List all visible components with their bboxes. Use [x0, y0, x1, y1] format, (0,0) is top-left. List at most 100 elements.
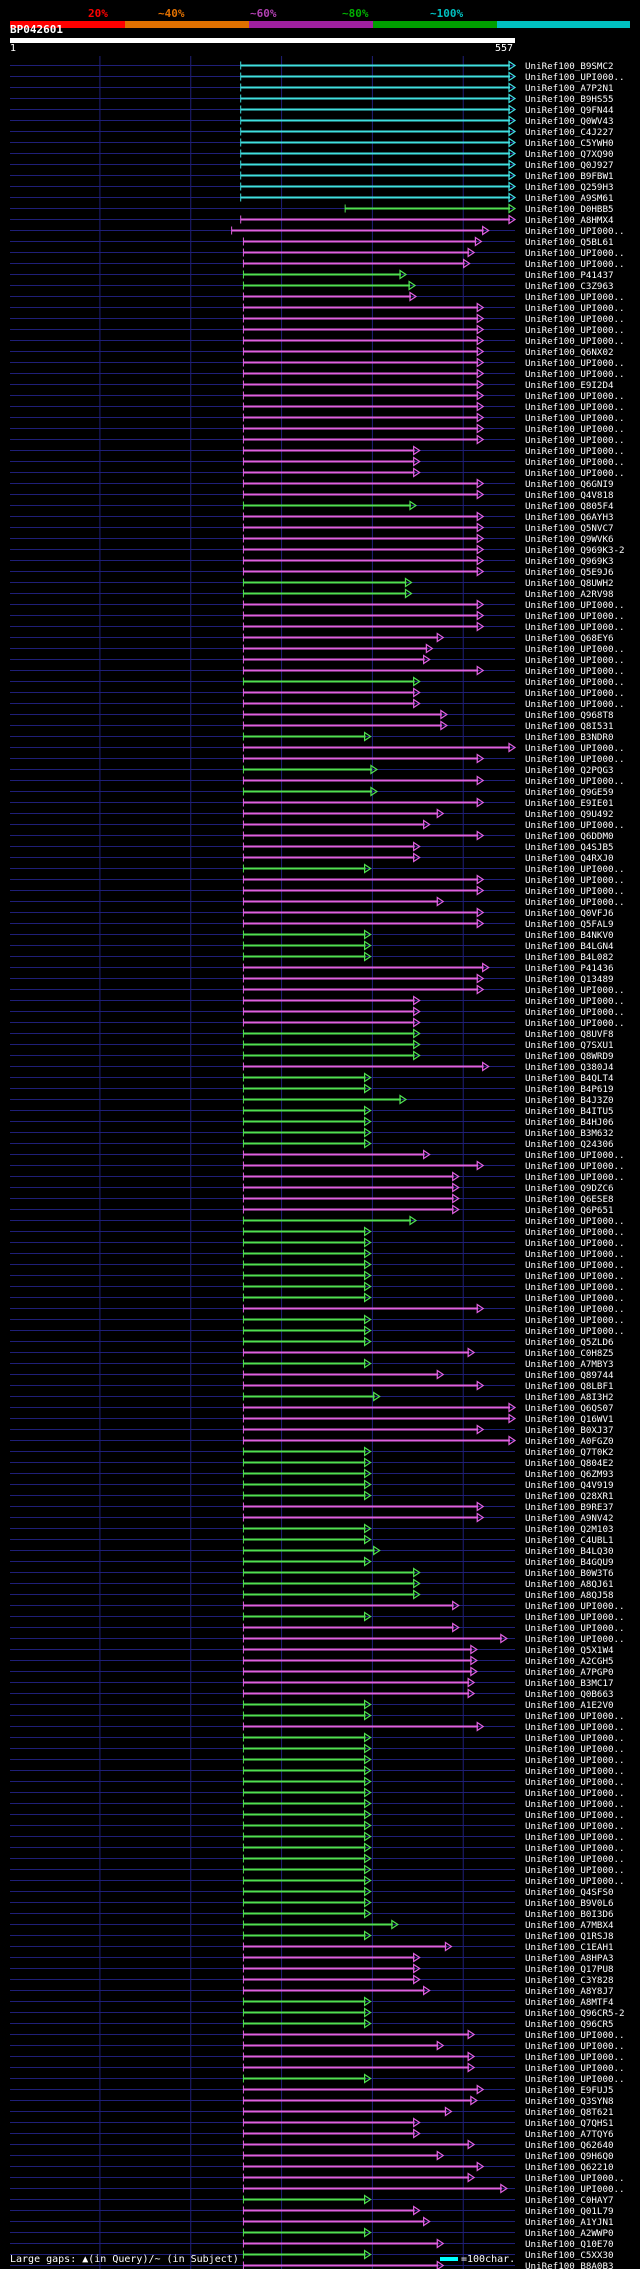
hit-row[interactable]: UniRef100_Q1RSJ8 [10, 1930, 614, 1942]
hit-label[interactable]: UniRef100_UPI000.. [525, 1788, 625, 1799]
hit-label[interactable]: UniRef100_UPI000.. [525, 677, 625, 688]
hit-row[interactable]: UniRef100_Q10E70 [10, 2238, 614, 2250]
hit-row[interactable]: UniRef100_Q4SFS0 [10, 1886, 614, 1898]
hit-row[interactable]: UniRef100_UPI000.. [10, 1303, 625, 1315]
hit-label[interactable]: UniRef100_UPI000.. [525, 820, 625, 831]
hit-row[interactable]: UniRef100_UPI000.. [10, 1798, 625, 1810]
hit-row[interactable]: UniRef100_UPI000.. [10, 401, 625, 413]
hit-label[interactable]: UniRef100_Q968T8 [525, 710, 614, 721]
hit-row[interactable]: UniRef100_Q4SJB5 [10, 841, 614, 853]
hit-row[interactable]: UniRef100_B0W3T6 [10, 1567, 614, 1579]
hit-row[interactable]: UniRef100_UPI000.. [10, 1017, 625, 1029]
hit-label[interactable]: UniRef100_UPI000.. [525, 655, 625, 666]
hit-label[interactable]: UniRef100_Q2M103 [525, 1524, 614, 1535]
hit-row[interactable]: UniRef100_UPI000.. [10, 643, 625, 655]
hit-label[interactable]: UniRef100_UPI000.. [525, 1612, 625, 1623]
hit-row[interactable]: UniRef100_Q5E9J6 [10, 566, 614, 578]
hit-label[interactable]: UniRef100_Q3SYN8 [525, 2096, 614, 2107]
hit-label[interactable]: UniRef100_A8MTF4 [525, 1997, 614, 2008]
hit-label[interactable]: UniRef100_Q0WV43 [525, 116, 614, 127]
hit-label[interactable]: UniRef100_A7MBX4 [525, 1920, 614, 1931]
hit-label[interactable]: UniRef100_A8I3H2 [525, 1392, 614, 1403]
hit-label[interactable]: UniRef100_Q8UVF8 [525, 1029, 614, 1040]
hit-row[interactable]: UniRef100_Q5BL61 [10, 236, 614, 248]
hit-label[interactable]: UniRef100_Q13489 [525, 974, 614, 985]
hit-label[interactable]: UniRef100_UPI000.. [525, 886, 625, 897]
hit-row[interactable]: UniRef100_B4L082 [10, 951, 614, 963]
hit-row[interactable]: UniRef100_UPI000.. [10, 610, 625, 622]
hit-row[interactable]: UniRef100_UPI000.. [10, 1160, 625, 1172]
hit-label[interactable]: UniRef100_B3M632 [525, 1128, 614, 1139]
hit-row[interactable]: UniRef100_UPI000.. [10, 2062, 625, 2074]
hit-label[interactable]: UniRef100_E9FUJ5 [525, 2085, 614, 2096]
hit-row[interactable]: UniRef100_UPI000.. [10, 2051, 625, 2063]
hit-row[interactable]: UniRef100_C3Y828 [10, 1974, 614, 1986]
hit-label[interactable]: UniRef100_UPI000.. [525, 699, 625, 710]
hit-row[interactable]: UniRef100_A0FGZ0 [10, 1435, 614, 1447]
hit-label[interactable]: UniRef100_UPI000.. [525, 1623, 625, 1634]
hit-label[interactable]: UniRef100_B9FBW1 [525, 171, 614, 182]
hit-label[interactable]: UniRef100_Q5FAL9 [525, 919, 614, 930]
hit-row[interactable]: UniRef100_Q6NX02 [10, 346, 614, 358]
hit-row[interactable]: UniRef100_Q8UVF8 [10, 1028, 614, 1040]
hit-row[interactable]: UniRef100_E9IE01 [10, 797, 614, 809]
hit-label[interactable]: UniRef100_B3NDR0 [525, 732, 614, 743]
hit-row[interactable]: UniRef100_Q6ZM93 [10, 1468, 614, 1480]
hit-row[interactable]: UniRef100_A9NV42 [10, 1512, 614, 1524]
hit-row[interactable]: UniRef100_A7MBX4 [10, 1919, 614, 1931]
hit-row[interactable]: UniRef100_Q7T0K2 [10, 1446, 614, 1458]
hit-row[interactable]: UniRef100_UPI000.. [10, 1259, 625, 1271]
hit-label[interactable]: UniRef100_UPI000.. [525, 688, 625, 699]
hit-label[interactable]: UniRef100_A7TQY6 [525, 2129, 614, 2140]
hit-row[interactable]: UniRef100_Q0VFJ6 [10, 907, 614, 919]
hit-row[interactable]: UniRef100_Q7SXU1 [10, 1039, 614, 1051]
hit-row[interactable]: UniRef100_Q9H6Q0 [10, 2150, 614, 2162]
hit-label[interactable]: UniRef100_Q4V919 [525, 1480, 614, 1491]
hit-label[interactable]: UniRef100_Q28XR1 [525, 1491, 614, 1502]
hit-row[interactable]: UniRef100_Q0WV43 [10, 115, 614, 127]
hit-label[interactable]: UniRef100_A2CGH5 [525, 1656, 614, 1667]
hit-label[interactable]: UniRef100_UPI000.. [525, 754, 625, 765]
hit-row[interactable]: UniRef100_UPI000.. [10, 1787, 625, 1799]
hit-row[interactable]: UniRef100_Q5X1W4 [10, 1644, 614, 1656]
hit-row[interactable]: UniRef100_UPI000.. [10, 676, 625, 688]
hit-row[interactable]: UniRef100_P41437 [10, 269, 614, 281]
hit-label[interactable]: UniRef100_UPI000.. [525, 985, 625, 996]
hit-label[interactable]: UniRef100_B4GQU9 [525, 1557, 614, 1568]
hit-row[interactable]: UniRef100_Q5NVC7 [10, 522, 614, 534]
hit-row[interactable]: UniRef100_B3M632 [10, 1127, 614, 1139]
hit-label[interactable]: UniRef100_A9SM61 [525, 193, 614, 204]
hit-row[interactable]: UniRef100_UPI000.. [10, 368, 625, 380]
hit-row[interactable]: UniRef100_UPI000.. [10, 621, 625, 633]
hit-row[interactable]: UniRef100_UPI000.. [10, 874, 625, 886]
hit-label[interactable]: UniRef100_B0I3D6 [525, 1909, 614, 1920]
hit-label[interactable]: UniRef100_Q0VFJ6 [525, 908, 614, 919]
hit-row[interactable]: UniRef100_UPI000.. [10, 445, 625, 457]
hit-label[interactable]: UniRef100_Q1RSJ8 [525, 1931, 614, 1942]
hit-row[interactable]: UniRef100_Q5ZLD6 [10, 1336, 614, 1348]
hit-row[interactable]: UniRef100_Q805F4 [10, 500, 614, 512]
hit-row[interactable]: UniRef100_UPI000.. [10, 2172, 625, 2184]
hit-label[interactable]: UniRef100_Q01L79 [525, 2206, 614, 2217]
hit-label[interactable]: UniRef100_C3Z963 [525, 281, 614, 292]
hit-label[interactable]: UniRef100_A7PGP0 [525, 1667, 614, 1678]
hit-label[interactable]: UniRef100_UPI000.. [525, 864, 625, 875]
hit-row[interactable]: UniRef100_UPI000.. [10, 1710, 625, 1722]
hit-row[interactable]: UniRef100_UPI000.. [10, 1314, 625, 1326]
hit-row[interactable]: UniRef100_A7TQY6 [10, 2128, 614, 2140]
hit-label[interactable]: UniRef100_Q8I531 [525, 721, 614, 732]
hit-row[interactable]: UniRef100_B9HS55 [10, 93, 614, 105]
hit-label[interactable]: UniRef100_UPI000.. [525, 2173, 625, 2184]
hit-row[interactable]: UniRef100_UPI000.. [10, 1633, 625, 1645]
hit-label[interactable]: UniRef100_Q6NX02 [525, 347, 614, 358]
hit-row[interactable]: UniRef100_C1EAH1 [10, 1941, 614, 1953]
hit-row[interactable]: UniRef100_UPI000.. [10, 775, 625, 787]
hit-row[interactable]: UniRef100_Q968T8 [10, 709, 614, 721]
hit-row[interactable]: UniRef100_UPI000.. [10, 1270, 625, 1282]
hit-label[interactable]: UniRef100_E9I2D4 [525, 380, 614, 391]
hit-label[interactable]: UniRef100_UPI000.. [525, 1744, 625, 1755]
hit-row[interactable]: UniRef100_A8HPA3 [10, 1952, 614, 1964]
hit-label[interactable]: UniRef100_UPI000.. [525, 1150, 625, 1161]
hit-row[interactable]: UniRef100_UPI000.. [10, 599, 625, 611]
hit-label[interactable]: UniRef100_UPI000.. [525, 369, 625, 380]
